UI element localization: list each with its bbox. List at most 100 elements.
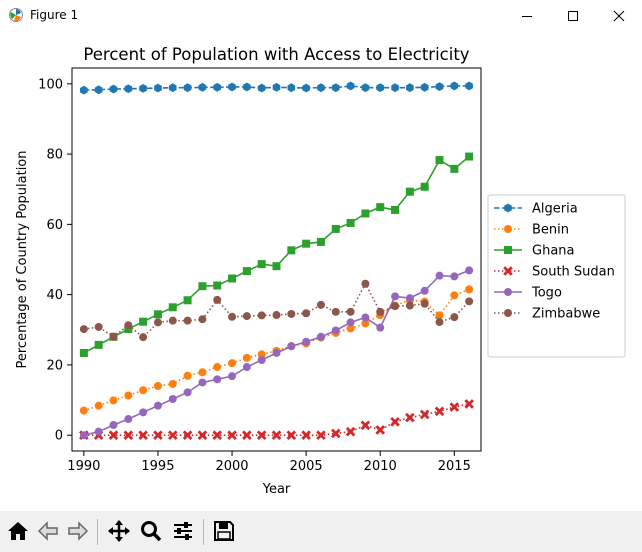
data-point bbox=[331, 224, 340, 233]
series-togo bbox=[79, 266, 474, 440]
data-point bbox=[345, 426, 356, 437]
x-tick-label: 2010 bbox=[364, 459, 397, 474]
legend-entry: Zimbabwe bbox=[494, 307, 600, 322]
data-point bbox=[153, 401, 162, 410]
data-point bbox=[198, 82, 207, 92]
data-point bbox=[242, 267, 251, 276]
forward-button[interactable] bbox=[63, 516, 93, 546]
data-point bbox=[346, 318, 355, 327]
home-button[interactable] bbox=[3, 516, 33, 546]
data-point bbox=[256, 430, 267, 440]
legend-entry: Benin bbox=[494, 223, 569, 238]
data-point bbox=[139, 386, 148, 395]
data-point bbox=[257, 350, 266, 359]
data-point bbox=[391, 83, 399, 93]
data-point bbox=[420, 299, 429, 308]
zoom-button[interactable] bbox=[136, 516, 166, 546]
data-point bbox=[465, 81, 473, 91]
legend-entry: Algeria bbox=[494, 202, 578, 217]
data-point bbox=[271, 430, 282, 440]
data-point bbox=[361, 279, 370, 288]
data-point bbox=[390, 417, 400, 427]
pan-button[interactable] bbox=[104, 516, 134, 546]
data-point bbox=[450, 272, 459, 281]
data-point bbox=[243, 82, 251, 92]
data-point bbox=[168, 316, 177, 325]
data-point bbox=[153, 318, 162, 327]
data-point bbox=[109, 84, 118, 94]
data-point bbox=[198, 315, 207, 324]
legend-label: Ghana bbox=[532, 244, 575, 259]
data-point bbox=[257, 311, 266, 320]
data-point bbox=[450, 291, 459, 300]
y-tick-label: 40 bbox=[46, 288, 63, 303]
data-point bbox=[405, 294, 414, 303]
data-point bbox=[124, 84, 133, 94]
data-point bbox=[375, 425, 386, 435]
minimize-button[interactable] bbox=[504, 0, 550, 31]
toolbar bbox=[0, 511, 642, 552]
data-point bbox=[154, 83, 162, 93]
data-point bbox=[376, 307, 385, 316]
data-point bbox=[198, 378, 207, 387]
maximize-button[interactable] bbox=[550, 0, 596, 31]
data-point bbox=[212, 430, 223, 440]
close-icon bbox=[613, 10, 625, 21]
data-point bbox=[361, 83, 370, 93]
x-tick-label: 1995 bbox=[141, 459, 174, 474]
y-tick-label: 60 bbox=[46, 218, 63, 233]
window-titlebar: Figure 1 bbox=[0, 0, 642, 31]
data-point bbox=[94, 340, 103, 349]
configure-subplots-button[interactable] bbox=[168, 516, 198, 546]
data-point bbox=[391, 205, 400, 214]
data-point bbox=[420, 286, 429, 295]
legend-entry: South Sudan bbox=[494, 265, 615, 280]
data-point bbox=[405, 301, 414, 310]
data-point bbox=[316, 332, 325, 341]
data-point bbox=[182, 430, 193, 440]
data-point bbox=[139, 317, 148, 326]
data-point bbox=[198, 282, 207, 291]
data-point bbox=[124, 415, 133, 424]
legend-entry: Ghana bbox=[494, 244, 575, 259]
data-point bbox=[504, 225, 512, 233]
data-point bbox=[153, 310, 162, 319]
data-point bbox=[272, 348, 281, 357]
zoom-icon bbox=[141, 521, 162, 542]
data-point bbox=[123, 430, 134, 440]
data-point bbox=[331, 83, 340, 93]
data-point bbox=[346, 218, 355, 227]
data-point bbox=[139, 408, 148, 417]
x-tick-label: 1990 bbox=[67, 459, 100, 474]
data-point bbox=[361, 209, 370, 218]
save-button[interactable] bbox=[209, 516, 239, 546]
matplotlib-logo-icon bbox=[8, 7, 24, 27]
data-point bbox=[346, 324, 355, 333]
data-point bbox=[450, 313, 459, 322]
data-point bbox=[79, 348, 88, 357]
back-button[interactable] bbox=[33, 516, 63, 546]
data-point bbox=[503, 266, 513, 276]
data-point bbox=[317, 83, 325, 93]
data-point bbox=[227, 430, 237, 440]
data-point bbox=[94, 427, 103, 436]
data-point bbox=[242, 363, 251, 372]
series-line bbox=[83, 288, 470, 412]
data-point bbox=[242, 312, 251, 321]
data-point bbox=[242, 353, 251, 362]
data-point bbox=[139, 333, 148, 342]
data-point bbox=[465, 266, 474, 275]
save-icon bbox=[214, 521, 234, 541]
data-point bbox=[465, 152, 474, 161]
data-point bbox=[330, 428, 341, 439]
back-arrow-icon bbox=[37, 521, 58, 541]
data-point bbox=[435, 82, 444, 92]
data-point bbox=[435, 156, 444, 165]
data-point bbox=[391, 292, 400, 301]
close-button[interactable] bbox=[596, 0, 642, 31]
data-point bbox=[346, 307, 355, 316]
toolbar-separator bbox=[203, 519, 204, 545]
x-axis-label: Year bbox=[262, 482, 291, 497]
data-point bbox=[464, 399, 474, 409]
data-point bbox=[168, 394, 177, 403]
